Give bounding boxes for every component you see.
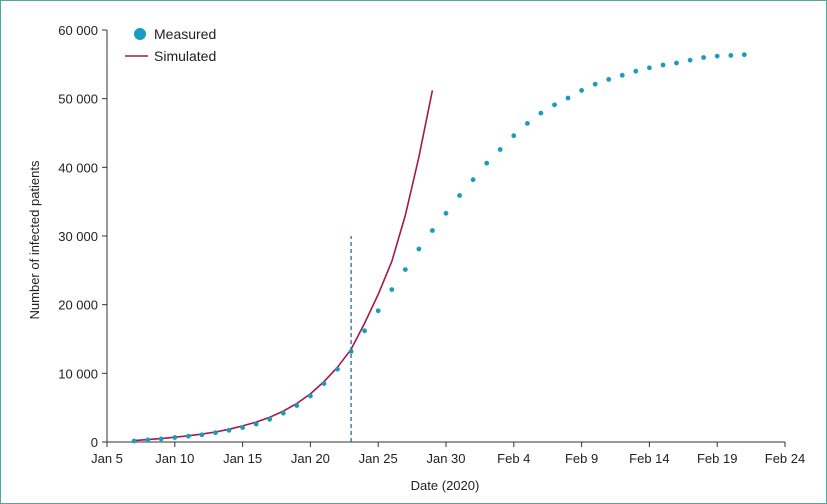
measured-point [226, 427, 232, 433]
x-tick-label: Jan 5 [91, 451, 123, 466]
measured-point [647, 65, 652, 71]
y-tick-label: 10 000 [58, 366, 98, 381]
measured-point [416, 246, 422, 252]
measured-point [470, 177, 476, 183]
measured-point [714, 53, 720, 59]
tick-labels: 0 10 000 20 000 30 000 40 000 50 000 60 000 Jan… [58, 23, 805, 466]
measured-point [348, 349, 354, 354]
x-tick-label: Jan 30 [426, 451, 465, 466]
legend-simulated-label: Simulated [154, 48, 216, 64]
simulated-series [134, 90, 434, 442]
measured-point [592, 81, 598, 87]
measured-point [701, 55, 706, 60]
y-tick-label: 0 [91, 435, 98, 450]
measured-point [240, 425, 246, 430]
x-tick-label: Jan 20 [291, 451, 330, 466]
measured-point [741, 52, 747, 58]
measured-point [565, 95, 571, 101]
measured-point [619, 72, 625, 78]
measured-point [674, 60, 679, 66]
measured-point [457, 193, 462, 198]
measured-point [430, 228, 435, 233]
measured-point [267, 416, 273, 422]
measured-point [579, 88, 584, 93]
x-tick-label: Jan 25 [359, 451, 398, 466]
measured-point [484, 160, 490, 166]
x-tick-label: Jan 15 [223, 451, 262, 466]
measured-point [497, 147, 503, 152]
measured-point [158, 436, 164, 442]
measured-point [375, 308, 381, 314]
measured-point [389, 287, 395, 292]
measured-point [606, 77, 612, 82]
legend-measured-label: Measured [154, 26, 216, 42]
y-tick-label: 50 000 [58, 92, 98, 107]
measured-point [213, 430, 218, 436]
measured-point [280, 410, 286, 416]
x-tick-label: Feb 14 [629, 451, 669, 466]
measured-point [362, 328, 367, 334]
measured-point [335, 366, 340, 372]
measured-point [321, 381, 327, 386]
measured-point [728, 53, 734, 58]
y-tick-label: 60 000 [58, 23, 98, 38]
measured-point [131, 438, 137, 444]
measured-point [687, 57, 693, 63]
measured-point [186, 433, 191, 439]
measured-point [538, 110, 544, 116]
measured-point [525, 121, 530, 126]
y-tick-label: 20 000 [58, 298, 98, 313]
measured-point [660, 62, 666, 68]
axes [102, 29, 786, 447]
y-axis-label: Number of infected patients [27, 160, 42, 319]
measured-point [199, 432, 205, 438]
y-tick-label: 40 000 [58, 160, 98, 175]
legend-measured-marker [134, 28, 146, 40]
x-tick-label: Feb 24 [765, 451, 805, 466]
simulated-line [134, 90, 434, 442]
measured-point [253, 421, 259, 427]
measured-series [131, 52, 747, 444]
x-tick-label: Feb 19 [697, 451, 737, 466]
x-tick-label: Feb 4 [497, 451, 530, 466]
measured-point [552, 102, 557, 108]
x-tick-label: Jan 10 [155, 451, 194, 466]
measured-point [443, 210, 449, 216]
measured-point [633, 68, 639, 74]
measured-point [308, 393, 313, 399]
x-axis-label: Date (2020) [411, 478, 480, 493]
x-tick-label: Feb 9 [565, 451, 598, 466]
measured-point [145, 437, 151, 443]
y-tick-label: 30 000 [58, 229, 98, 244]
measured-point [172, 435, 178, 440]
measured-point [294, 403, 300, 408]
legend: Measured Simulated [125, 26, 216, 64]
measured-point [402, 267, 408, 272]
measured-point [511, 133, 517, 139]
